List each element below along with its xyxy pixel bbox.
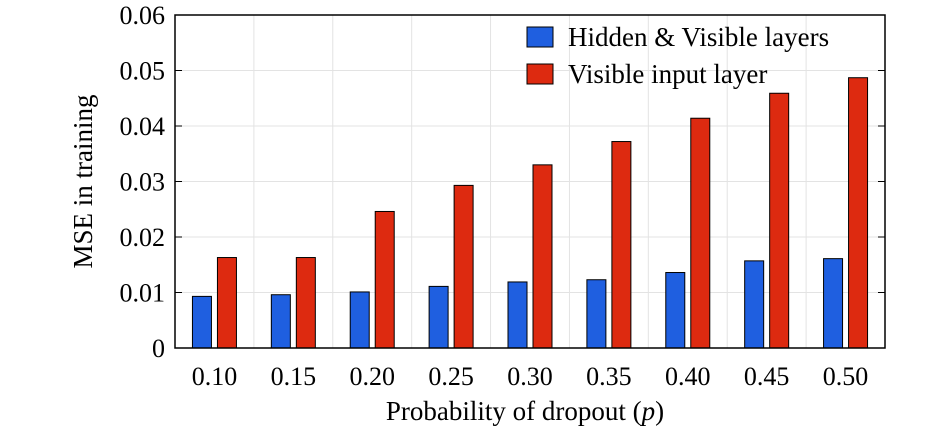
y-tick-label: 0.02 xyxy=(120,223,166,252)
axis-ticks: 0 0.01 0.02 0.03 0.04 0.05 0.06 0.10 0.15 0.20 0.2… xyxy=(120,1,885,391)
y-axis-title: MSE in training xyxy=(68,95,98,269)
bar-hidden-visible xyxy=(744,260,765,349)
bar-hidden-visible xyxy=(191,295,212,349)
bar-visible-input xyxy=(374,210,395,349)
x-tick-label: 0.30 xyxy=(507,362,553,391)
bar-hidden-visible xyxy=(270,294,291,349)
y-tick-label: 0.01 xyxy=(120,279,166,308)
x-tick-label: 0.20 xyxy=(349,362,395,391)
y-tick-label: 0.05 xyxy=(120,57,166,86)
x-tick-label: 0.50 xyxy=(823,362,869,391)
x-tick-label: 0.15 xyxy=(271,362,317,391)
bar-visible-input xyxy=(532,164,553,349)
y-tick-label: 0.06 xyxy=(120,1,166,30)
bar-visible-input xyxy=(453,184,474,349)
legend-swatch xyxy=(526,26,554,48)
x-tick-label: 0.10 xyxy=(192,362,238,391)
bar-visible-input xyxy=(690,117,711,349)
bar-hidden-visible xyxy=(428,285,449,349)
x-tick-label: 0.45 xyxy=(744,362,790,391)
bar-hidden-visible xyxy=(349,291,370,349)
bar-visible-input xyxy=(295,257,316,349)
x-axis-title: Probability of dropout (p) xyxy=(386,396,664,426)
legend: Hidden & Visible layers Visible input lay… xyxy=(526,22,829,89)
y-tick-label: 0 xyxy=(152,334,165,363)
x-tick-label: 0.40 xyxy=(665,362,711,391)
bar-visible-input xyxy=(848,77,869,349)
legend-label: Hidden & Visible layers xyxy=(568,22,829,52)
bar-hidden-visible xyxy=(823,258,844,349)
legend-label: Visible input layer xyxy=(568,59,767,89)
bar-hidden-visible xyxy=(586,279,607,349)
bar-hidden-visible xyxy=(665,272,686,349)
y-tick-label: 0.04 xyxy=(120,112,166,141)
bars xyxy=(191,77,869,349)
bar-hidden-visible xyxy=(507,281,528,349)
bar-visible-input xyxy=(216,257,237,349)
bar-visible-input xyxy=(611,141,632,349)
x-tick-label: 0.25 xyxy=(428,362,474,391)
bar-visible-input xyxy=(769,92,790,349)
legend-swatch xyxy=(526,63,554,85)
y-tick-label: 0.03 xyxy=(120,168,166,197)
x-tick-label: 0.35 xyxy=(586,362,632,391)
